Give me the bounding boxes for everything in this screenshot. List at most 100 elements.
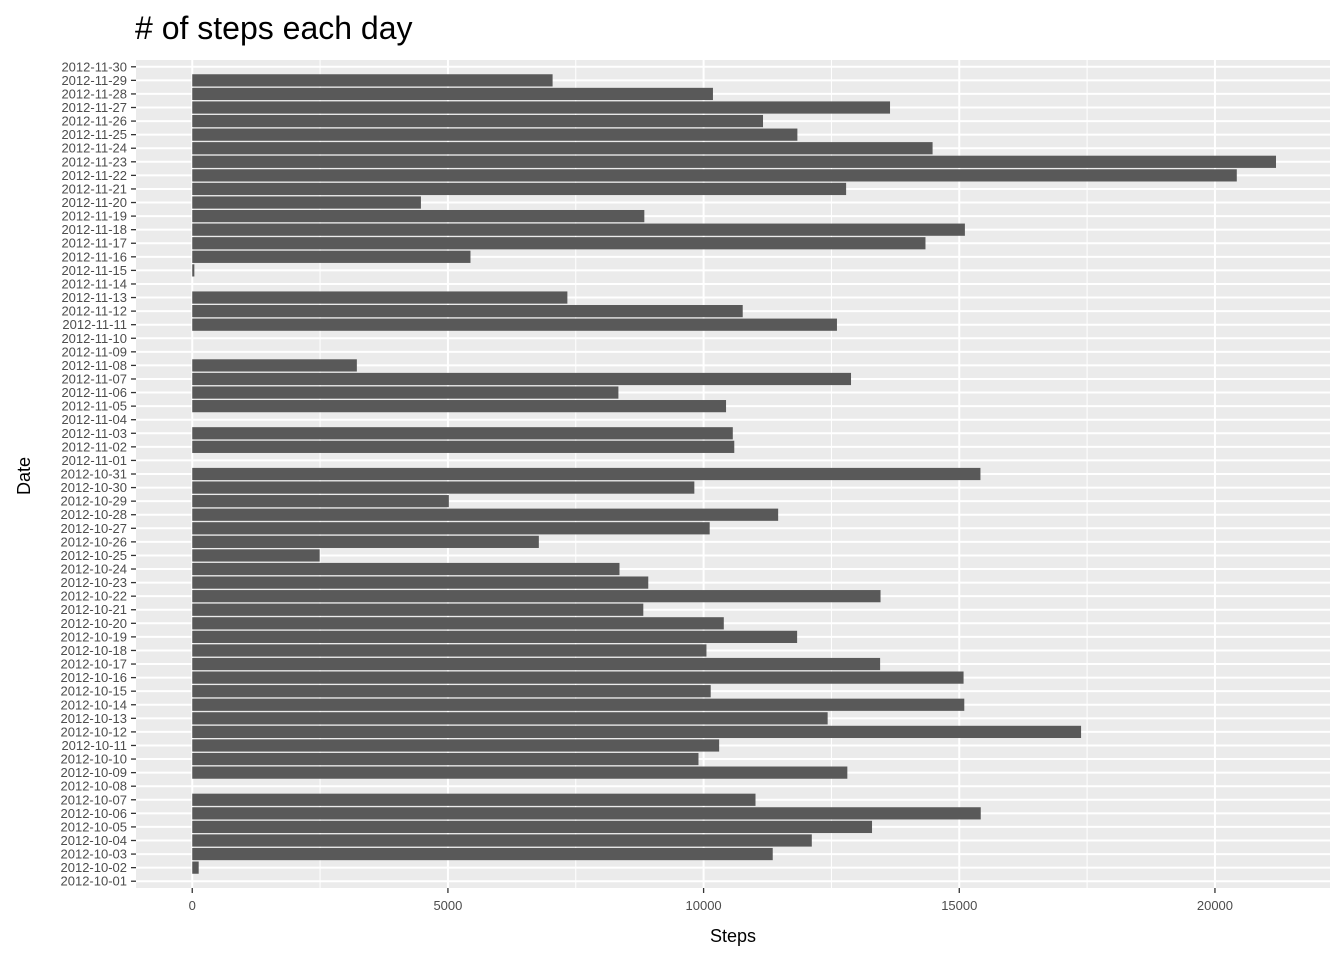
y-tick-label: 2012-11-11: [62, 317, 127, 332]
y-tick-label: 2012-11-03: [61, 426, 127, 441]
bar: [192, 725, 1082, 739]
bar: [192, 196, 421, 209]
x-tick-label: 10000: [686, 898, 722, 913]
bar: [192, 861, 199, 874]
y-tick-label: 2012-10-22: [61, 589, 128, 604]
bar: [192, 576, 649, 589]
bar: [192, 793, 756, 806]
bar: [192, 522, 710, 535]
y-tick-label: 2012-11-30: [61, 59, 127, 74]
y-tick-label: 2012-10-19: [61, 629, 128, 644]
bar: [192, 359, 357, 372]
bar: [192, 467, 981, 481]
y-tick-label: 2012-10-31: [61, 467, 128, 482]
y-tick-label: 2012-10-05: [61, 819, 128, 834]
y-tick-label: 2012-10-10: [61, 752, 128, 767]
bar: [192, 291, 568, 304]
y-axis: 2012-10-012012-10-022012-10-032012-10-04…: [61, 59, 136, 889]
bar: [192, 237, 926, 250]
y-tick-label: 2012-10-11: [61, 738, 127, 753]
chart-title: # of steps each day: [135, 10, 413, 46]
y-axis-title: Date: [14, 457, 34, 495]
y-tick-label: 2012-11-20: [61, 195, 127, 210]
bar: [192, 250, 471, 263]
y-tick-label: 2012-11-27: [61, 100, 127, 115]
bar: [192, 603, 644, 616]
bars: [192, 74, 1277, 874]
y-tick-label: 2012-10-14: [61, 697, 128, 712]
y-tick-label: 2012-11-12: [61, 304, 127, 319]
bar: [192, 535, 539, 548]
bar: [192, 685, 711, 698]
bar: [192, 318, 837, 331]
bar: [192, 698, 965, 711]
bar: [192, 752, 699, 766]
y-tick-label: 2012-10-24: [61, 562, 128, 577]
y-tick-label: 2012-10-20: [61, 616, 128, 631]
bar: [192, 440, 735, 453]
y-tick-label: 2012-10-13: [61, 711, 128, 726]
bar: [192, 712, 828, 725]
bar: [192, 400, 727, 413]
y-tick-label: 2012-11-01: [61, 453, 127, 468]
x-axis: 0 5000 10000 15000 20000: [189, 888, 1233, 913]
x-tick-label: 0: [189, 898, 196, 913]
y-tick-label: 2012-10-17: [61, 657, 128, 672]
y-tick-label: 2012-11-13: [61, 290, 127, 305]
y-tick-label: 2012-11-28: [61, 86, 127, 101]
bar: [192, 644, 707, 657]
y-tick-label: 2012-10-09: [61, 765, 128, 780]
y-tick-label: 2012-11-06: [61, 385, 127, 400]
y-tick-label: 2012-10-26: [61, 534, 128, 549]
y-tick-label: 2012-11-23: [61, 154, 127, 169]
y-tick-label: 2012-11-22: [61, 168, 127, 183]
y-tick-label: 2012-10-06: [61, 806, 128, 821]
y-tick-label: 2012-10-12: [61, 724, 128, 739]
bar: [192, 590, 881, 603]
y-tick-label: 2012-10-23: [61, 575, 128, 590]
y-tick-label: 2012-10-03: [61, 847, 128, 862]
bar: [192, 739, 720, 752]
y-tick-label: 2012-11-21: [61, 181, 127, 196]
y-tick-label: 2012-10-28: [61, 507, 128, 522]
bar: [192, 182, 847, 196]
y-tick-label: 2012-10-27: [61, 521, 128, 536]
y-tick-label: 2012-10-18: [61, 643, 128, 658]
bar: [192, 847, 773, 861]
bar: [192, 671, 964, 684]
y-tick-label: 2012-11-09: [61, 344, 127, 359]
y-tick-label: 2012-11-14: [61, 276, 127, 291]
bar: [192, 169, 1237, 182]
y-tick-label: 2012-11-19: [61, 209, 127, 224]
bar: [192, 481, 695, 494]
y-tick-label: 2012-10-07: [61, 792, 128, 807]
x-axis-title: Steps: [710, 926, 756, 946]
bar: [192, 386, 619, 399]
bar: [192, 114, 764, 128]
y-tick-label: 2012-10-25: [61, 548, 128, 563]
bar: [192, 807, 981, 820]
y-tick-label: 2012-11-07: [61, 371, 127, 386]
y-tick-label: 2012-10-04: [61, 833, 128, 848]
bar: [192, 766, 848, 779]
bar: [192, 427, 733, 440]
bar: [192, 820, 873, 834]
bar: [192, 155, 1277, 168]
bar: [192, 549, 320, 562]
y-tick-label: 2012-10-21: [61, 602, 128, 617]
x-tick-label: 20000: [1197, 898, 1233, 913]
bar: [192, 630, 798, 643]
bar: [192, 128, 798, 141]
bar: [192, 657, 881, 671]
bar: [192, 142, 933, 155]
y-tick-label: 2012-10-02: [61, 860, 128, 875]
y-tick-label: 2012-11-10: [61, 331, 127, 346]
y-tick-label: 2012-11-17: [61, 236, 127, 251]
x-tick-label: 5000: [433, 898, 462, 913]
bar: [192, 508, 779, 521]
y-tick-label: 2012-11-04: [61, 412, 127, 427]
y-tick-label: 2012-10-30: [61, 480, 128, 495]
bar: [192, 562, 620, 576]
y-tick-label: 2012-10-16: [61, 670, 128, 685]
